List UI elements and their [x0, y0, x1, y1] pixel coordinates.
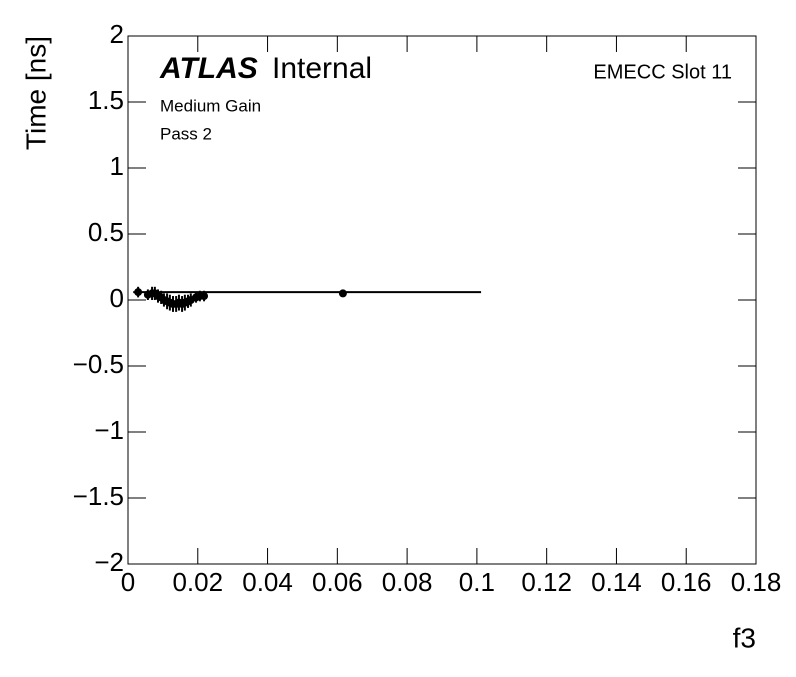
y-axis-label: Time [ns]	[20, 36, 51, 150]
status: Internal	[272, 52, 372, 85]
x-tick-label: 0.12	[521, 567, 572, 597]
x-tick-label: 0.02	[172, 567, 223, 597]
y-tick-label: 0.5	[88, 217, 124, 247]
label: Medium Gain	[160, 96, 261, 115]
y-tick-label: 1	[110, 151, 124, 181]
y-tick-label: 2	[110, 19, 124, 49]
y-tick-label: −1.5	[73, 481, 124, 511]
label: Pass 2	[160, 124, 212, 143]
x-axis-label: f3	[733, 622, 756, 653]
y-tick-label: −1	[94, 415, 124, 445]
y-tick-label: −2	[94, 547, 124, 577]
point	[200, 292, 209, 301]
experiment: ATLAS	[159, 52, 258, 85]
point	[134, 288, 143, 297]
region: EMECC Slot 11	[593, 61, 732, 83]
x-tick-label: 0.14	[591, 567, 642, 597]
x-tick-label: 0.18	[731, 567, 782, 597]
y-tick-label: 1.5	[88, 85, 124, 115]
y-tick-label: 0	[110, 283, 124, 313]
x-tick-label: 0.1	[459, 567, 495, 597]
point	[338, 289, 347, 298]
x-tick-label: 0	[121, 567, 135, 597]
x-tick-label: 0.08	[382, 567, 433, 597]
x-tick-label: 0.04	[242, 567, 293, 597]
x-tick-label: 0.16	[661, 567, 712, 597]
x-tick-label: 0.06	[312, 567, 363, 597]
y-tick-label: −0.5	[73, 349, 124, 379]
